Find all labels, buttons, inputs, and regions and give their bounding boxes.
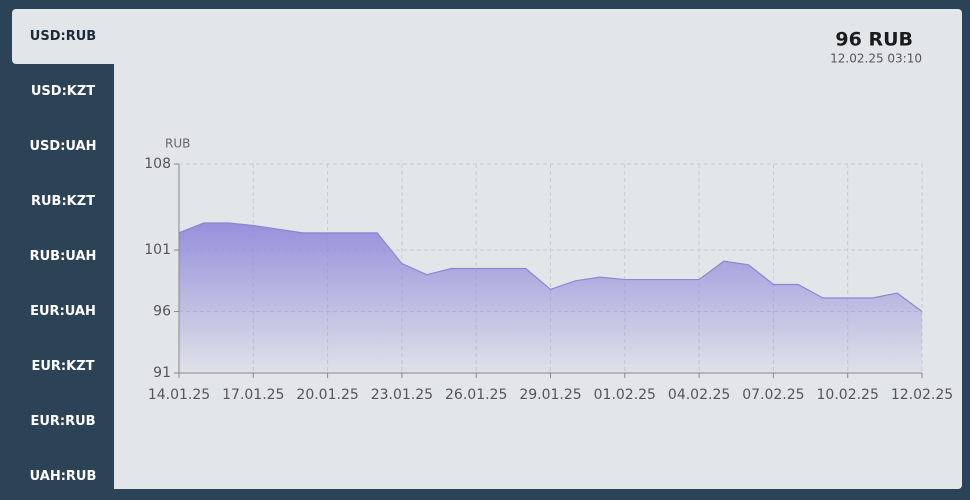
tab[interactable]: RUB:KZT xyxy=(30,194,96,209)
x-tick-label: 26.01.25 xyxy=(445,387,507,403)
current-value: 96 RUB xyxy=(835,29,913,51)
area-fill xyxy=(179,223,922,373)
y-tick-label: 91 xyxy=(153,365,171,381)
tab[interactable]: USD:RUB xyxy=(12,9,114,64)
timestamp: 12.02.25 03:10 xyxy=(830,52,922,66)
y-tick-label: 96 xyxy=(153,304,171,320)
y-tick-label: 108 xyxy=(144,156,171,172)
tab[interactable]: EUR:RUB xyxy=(30,414,96,429)
tab[interactable]: UAH:RUB xyxy=(29,469,97,484)
x-tick-label: 01.02.25 xyxy=(594,387,656,403)
x-tick-label: 29.01.25 xyxy=(519,387,581,403)
x-tick-label: 14.01.25 xyxy=(148,387,210,403)
x-tick-label: 20.01.25 xyxy=(296,387,358,403)
y-axis-label: RUB xyxy=(165,137,190,151)
x-tick-label: 10.02.25 xyxy=(817,387,879,403)
tab[interactable]: USD:UAH xyxy=(29,139,97,154)
tab[interactable]: RUB:UAH xyxy=(29,249,97,264)
x-tick-label: 17.01.25 xyxy=(222,387,284,403)
x-tick-label: 23.01.25 xyxy=(371,387,433,403)
y-tick-label: 101 xyxy=(144,242,171,258)
tab[interactable]: EUR:UAH xyxy=(30,304,96,319)
x-tick-label: 04.02.25 xyxy=(668,387,730,403)
line xyxy=(178,222,923,313)
x-tick-label: 07.02.25 xyxy=(742,387,804,403)
tab[interactable]: EUR:KZT xyxy=(31,359,95,374)
tab[interactable]: USD:KZT xyxy=(30,84,96,99)
x-tick-label: 12.02.25 xyxy=(891,387,953,403)
